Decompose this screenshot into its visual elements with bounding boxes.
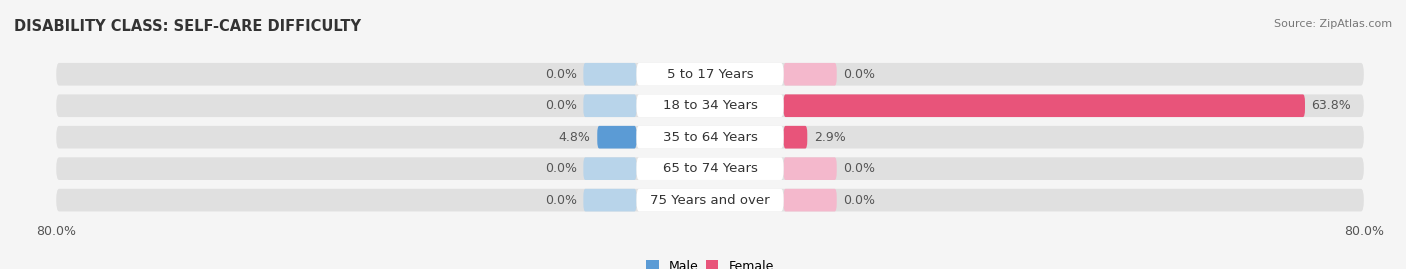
Legend: Male, Female: Male, Female <box>647 260 773 269</box>
Text: 35 to 64 Years: 35 to 64 Years <box>662 131 758 144</box>
FancyBboxPatch shape <box>56 94 1364 117</box>
FancyBboxPatch shape <box>56 189 1364 211</box>
Text: 0.0%: 0.0% <box>844 162 876 175</box>
FancyBboxPatch shape <box>637 189 783 211</box>
FancyBboxPatch shape <box>583 63 637 86</box>
FancyBboxPatch shape <box>583 189 637 211</box>
FancyBboxPatch shape <box>783 63 837 86</box>
FancyBboxPatch shape <box>56 126 1364 148</box>
Text: DISABILITY CLASS: SELF-CARE DIFFICULTY: DISABILITY CLASS: SELF-CARE DIFFICULTY <box>14 19 361 34</box>
FancyBboxPatch shape <box>783 157 837 180</box>
FancyBboxPatch shape <box>637 126 783 148</box>
FancyBboxPatch shape <box>583 157 637 180</box>
Text: 0.0%: 0.0% <box>844 194 876 207</box>
FancyBboxPatch shape <box>583 94 637 117</box>
FancyBboxPatch shape <box>783 126 807 148</box>
FancyBboxPatch shape <box>783 94 1305 117</box>
Text: 0.0%: 0.0% <box>844 68 876 81</box>
Text: 0.0%: 0.0% <box>544 68 576 81</box>
Text: 5 to 17 Years: 5 to 17 Years <box>666 68 754 81</box>
Text: 65 to 74 Years: 65 to 74 Years <box>662 162 758 175</box>
Text: 4.8%: 4.8% <box>558 131 591 144</box>
FancyBboxPatch shape <box>783 189 837 211</box>
FancyBboxPatch shape <box>637 157 783 180</box>
Text: 0.0%: 0.0% <box>544 99 576 112</box>
Text: 18 to 34 Years: 18 to 34 Years <box>662 99 758 112</box>
FancyBboxPatch shape <box>637 63 783 86</box>
Text: 2.9%: 2.9% <box>814 131 845 144</box>
Text: 0.0%: 0.0% <box>544 162 576 175</box>
Text: Source: ZipAtlas.com: Source: ZipAtlas.com <box>1274 19 1392 29</box>
Text: 0.0%: 0.0% <box>544 194 576 207</box>
Text: 75 Years and over: 75 Years and over <box>650 194 770 207</box>
FancyBboxPatch shape <box>598 126 637 148</box>
FancyBboxPatch shape <box>56 157 1364 180</box>
Text: 63.8%: 63.8% <box>1312 99 1351 112</box>
FancyBboxPatch shape <box>637 94 783 117</box>
FancyBboxPatch shape <box>56 63 1364 86</box>
